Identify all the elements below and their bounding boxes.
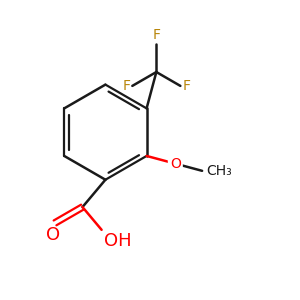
Text: O: O — [46, 226, 60, 244]
Text: F: F — [182, 79, 190, 93]
Text: F: F — [122, 79, 130, 93]
Text: CH₃: CH₃ — [206, 164, 232, 178]
Text: F: F — [152, 28, 160, 42]
Text: O: O — [170, 157, 181, 171]
Text: OH: OH — [103, 232, 131, 250]
